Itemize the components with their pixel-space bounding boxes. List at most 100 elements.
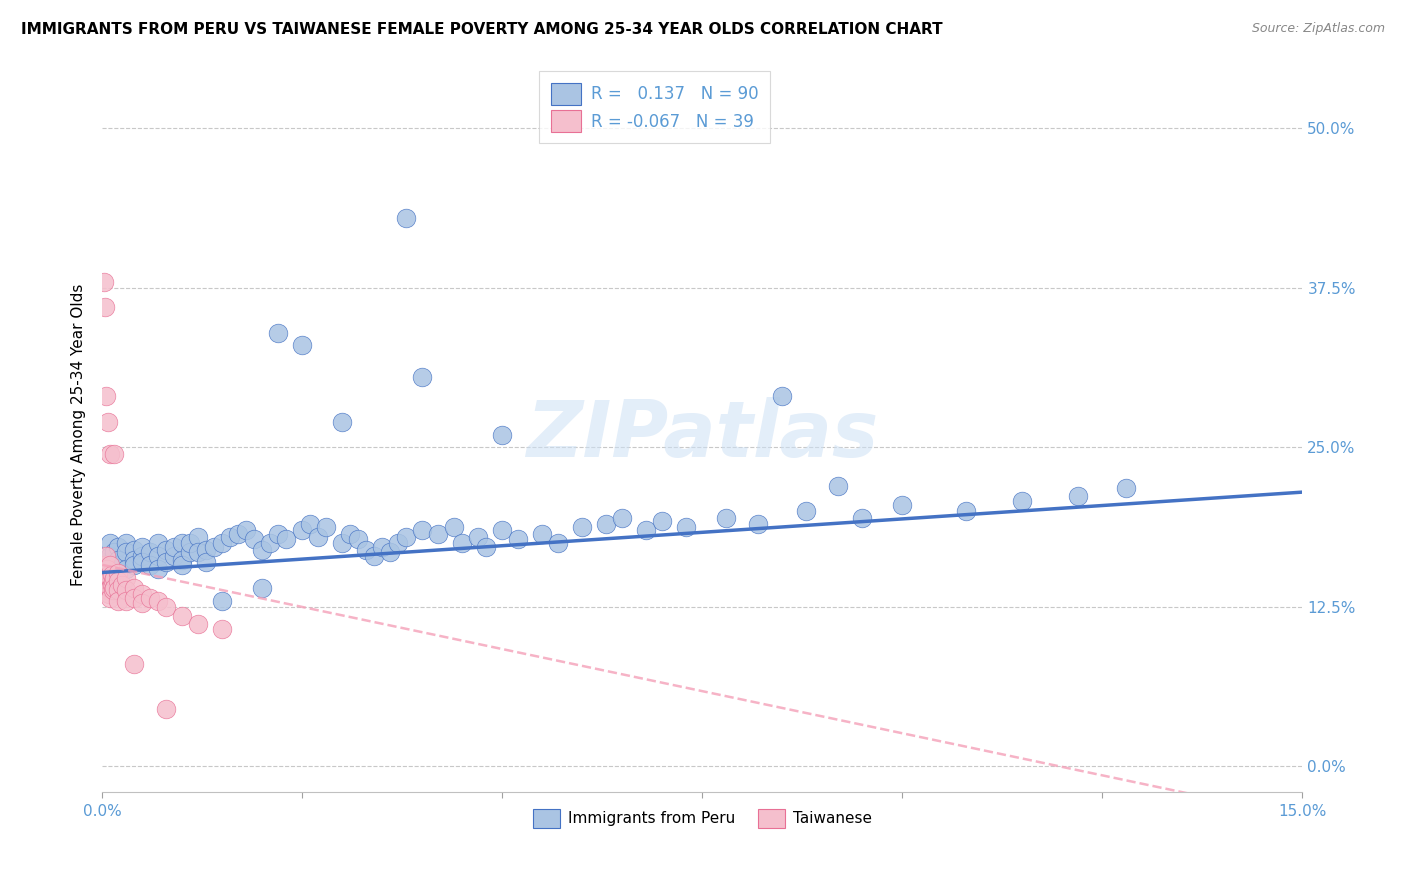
- Point: [716, 510, 738, 524]
- Point: [508, 533, 530, 547]
- Point: [96, 549, 118, 563]
- Point: [475, 540, 498, 554]
- Point: [96, 555, 118, 569]
- Point: [131, 540, 153, 554]
- Point: [187, 530, 209, 544]
- Point: [276, 533, 298, 547]
- Point: [427, 527, 450, 541]
- Point: [195, 542, 218, 557]
- Point: [97, 578, 120, 592]
- Point: [131, 555, 153, 569]
- Point: [103, 583, 125, 598]
- Point: [148, 549, 170, 563]
- Point: [103, 545, 125, 559]
- Point: [155, 599, 177, 614]
- Point: [122, 657, 145, 672]
- Legend: Immigrants from Peru, Taiwanese: Immigrants from Peru, Taiwanese: [526, 803, 879, 834]
- Point: [243, 533, 266, 547]
- Point: [94, 558, 117, 572]
- Point: [148, 536, 170, 550]
- Point: [380, 545, 402, 559]
- Point: [98, 591, 121, 605]
- Point: [443, 519, 465, 533]
- Point: [131, 587, 153, 601]
- Point: [363, 549, 385, 563]
- Point: [107, 540, 129, 554]
- Point: [467, 530, 489, 544]
- Point: [219, 530, 242, 544]
- Point: [179, 536, 201, 550]
- Point: [139, 591, 162, 605]
- Point: [547, 536, 569, 550]
- Point: [96, 389, 118, 403]
- Point: [98, 562, 121, 576]
- Point: [115, 536, 138, 550]
- Point: [371, 540, 394, 554]
- Point: [163, 540, 186, 554]
- Point: [107, 593, 129, 607]
- Point: [148, 562, 170, 576]
- Point: [97, 415, 120, 429]
- Point: [411, 370, 433, 384]
- Point: [955, 504, 977, 518]
- Point: [395, 530, 418, 544]
- Point: [211, 593, 233, 607]
- Point: [97, 574, 120, 589]
- Point: [97, 583, 120, 598]
- Point: [101, 568, 124, 582]
- Point: [267, 326, 290, 340]
- Point: [93, 581, 115, 595]
- Point: [1115, 481, 1137, 495]
- Point: [770, 389, 793, 403]
- Point: [111, 578, 134, 592]
- Point: [330, 536, 353, 550]
- Point: [131, 549, 153, 563]
- Point: [299, 516, 322, 531]
- Point: [675, 519, 697, 533]
- Point: [115, 583, 138, 598]
- Point: [163, 549, 186, 563]
- Point: [98, 558, 121, 572]
- Point: [103, 447, 125, 461]
- Point: [115, 593, 138, 607]
- Point: [155, 555, 177, 569]
- Point: [636, 524, 658, 538]
- Point: [211, 622, 233, 636]
- Point: [187, 545, 209, 559]
- Point: [96, 562, 118, 576]
- Point: [155, 702, 177, 716]
- Point: [202, 540, 225, 554]
- Point: [172, 558, 194, 572]
- Point: [93, 300, 115, 314]
- Point: [395, 211, 418, 225]
- Point: [1067, 489, 1090, 503]
- Point: [139, 558, 162, 572]
- Point: [851, 510, 873, 524]
- Point: [107, 566, 129, 580]
- Point: [155, 542, 177, 557]
- Point: [747, 516, 769, 531]
- Point: [98, 447, 121, 461]
- Point: [122, 553, 145, 567]
- Point: [107, 583, 129, 598]
- Point: [96, 571, 118, 585]
- Point: [103, 581, 125, 595]
- Point: [571, 519, 593, 533]
- Point: [491, 524, 513, 538]
- Point: [411, 524, 433, 538]
- Point: [651, 515, 673, 529]
- Y-axis label: Female Poverty Among 25-34 Year Olds: Female Poverty Among 25-34 Year Olds: [72, 284, 86, 586]
- Point: [98, 536, 121, 550]
- Text: ZIPatlas: ZIPatlas: [526, 397, 879, 473]
- Point: [103, 571, 125, 585]
- Point: [122, 558, 145, 572]
- Point: [179, 545, 201, 559]
- Point: [339, 527, 361, 541]
- Point: [122, 591, 145, 605]
- Point: [97, 568, 120, 582]
- Point: [267, 527, 290, 541]
- Point: [131, 596, 153, 610]
- Point: [595, 516, 617, 531]
- Point: [796, 504, 818, 518]
- Text: IMMIGRANTS FROM PERU VS TAIWANESE FEMALE POVERTY AMONG 25-34 YEAR OLDS CORRELATI: IMMIGRANTS FROM PERU VS TAIWANESE FEMALE…: [21, 22, 942, 37]
